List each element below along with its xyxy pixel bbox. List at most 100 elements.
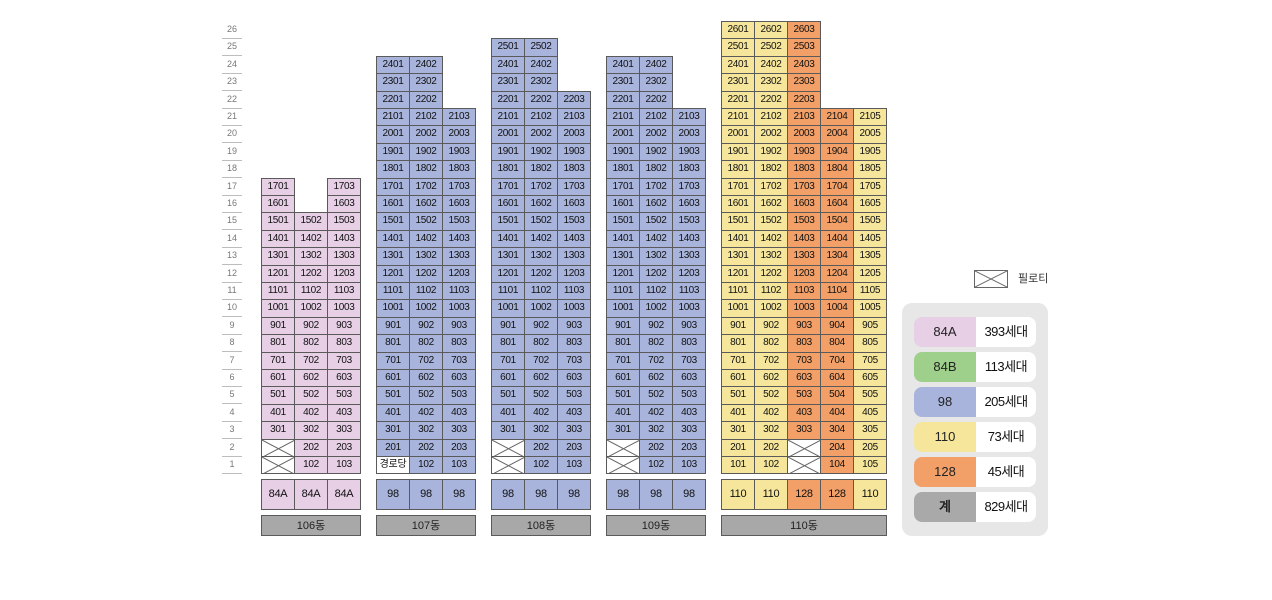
- unit-cell: 601: [491, 369, 525, 388]
- unit-cell: 1402: [639, 229, 673, 249]
- unit-cell: 503: [557, 386, 591, 405]
- unit-cell: 801: [261, 334, 295, 353]
- unit-cell: 401: [491, 403, 525, 423]
- unit-cell: 2003: [442, 125, 476, 144]
- unit-cell: 601: [606, 369, 640, 388]
- legend-row: 98 205세대: [914, 387, 1036, 417]
- unit-cell: 1402: [524, 229, 558, 249]
- unit-cell: 601: [376, 369, 410, 388]
- unit-cell: 103: [672, 456, 706, 475]
- unit-cell: 903: [787, 316, 821, 336]
- floor-label: 9: [222, 317, 242, 335]
- unit-cell: 1201: [606, 264, 640, 283]
- floor-label: 5: [222, 386, 242, 405]
- unit-cell: 1303: [442, 247, 476, 266]
- unit-cell: 602: [294, 369, 328, 388]
- unit-cell: 301: [491, 421, 525, 440]
- unit-cell: 1001: [606, 299, 640, 318]
- unit-cell: 1501: [261, 212, 295, 231]
- unit-cell: 501: [376, 386, 410, 405]
- unit-cell: 901: [261, 316, 295, 336]
- unit-type-cell: 110: [853, 479, 887, 510]
- unit-cell: 1601: [376, 195, 410, 214]
- unit-cell: 1703: [787, 177, 821, 196]
- unit-cell: 401: [376, 403, 410, 423]
- unit-cell: 1602: [409, 195, 443, 214]
- unit-cell: 2102: [754, 108, 788, 127]
- unit-cell: 1405: [853, 229, 887, 249]
- unit-cell: 1102: [639, 282, 673, 301]
- unit-cell: 2302: [409, 73, 443, 92]
- unit-cell: 1805: [853, 160, 887, 179]
- unit-cell: 1803: [787, 160, 821, 179]
- unit-cell: 2002: [639, 125, 673, 144]
- unit-cell: 1003: [787, 299, 821, 318]
- unit-cell: 902: [409, 316, 443, 336]
- unit-cell: 1505: [853, 212, 887, 231]
- unit-cell: 1203: [787, 264, 821, 283]
- unit-cell: 705: [853, 351, 887, 370]
- pilotis-cell: [606, 438, 640, 457]
- unit-cell: 1503: [327, 212, 361, 231]
- unit-cell: 402: [524, 403, 558, 423]
- unit-cell: 102: [754, 456, 788, 475]
- unit-cell: 1502: [754, 212, 788, 231]
- unit-cell: 1502: [294, 212, 328, 231]
- unit-cell: 103: [557, 456, 591, 475]
- unit-cell: 1102: [409, 282, 443, 301]
- unit-cell: 1903: [442, 142, 476, 162]
- unit-cell: 1701: [721, 177, 755, 196]
- unit-type-cell: 98: [639, 479, 673, 510]
- unit-cell: 1302: [754, 247, 788, 266]
- pilotis-cell: [606, 456, 640, 475]
- unit-cell: 2101: [376, 108, 410, 127]
- floor-label: 22: [222, 91, 242, 109]
- unit-cell: 2401: [376, 55, 410, 75]
- unit-cell: 2502: [524, 38, 558, 57]
- legend-unit-count: 829세대: [976, 492, 1036, 522]
- unit-cell: 702: [524, 351, 558, 370]
- unit-cell: 1003: [442, 299, 476, 318]
- unit-cell: 401: [261, 403, 295, 423]
- unit-cell: 2402: [409, 55, 443, 75]
- unit-cell: 403: [442, 403, 476, 423]
- legend-row: 128 45세대: [914, 457, 1036, 487]
- floor-label: 18: [222, 160, 242, 179]
- legend-unit-count: 393세대: [976, 317, 1036, 347]
- unit-cell: 1101: [606, 282, 640, 301]
- unit-cell: 1301: [721, 247, 755, 266]
- unit-cell: 1703: [327, 177, 361, 196]
- unit-cell: 604: [820, 369, 854, 388]
- unit-cell: 1401: [491, 229, 525, 249]
- unit-cell: 202: [754, 438, 788, 457]
- unit-cell: 305: [853, 421, 887, 440]
- unit-cell: 401: [606, 403, 640, 423]
- unit-cell: 802: [639, 334, 673, 353]
- unit-cell: 102: [409, 456, 443, 475]
- unit-type-cell: 98: [524, 479, 558, 510]
- pilotis-legend-label: 필로티: [1018, 273, 1049, 285]
- unit-cell: 202: [409, 438, 443, 457]
- unit-cell: 801: [606, 334, 640, 353]
- unit-cell: 1002: [524, 299, 558, 318]
- unit-cell: 2301: [376, 73, 410, 92]
- unit-cell: 1103: [557, 282, 591, 301]
- unit-cell: 1501: [491, 212, 525, 231]
- unit-cell: 204: [820, 438, 854, 457]
- unit-cell: 1403: [327, 229, 361, 249]
- unit-cell: 1803: [672, 160, 706, 179]
- unit-cell: 503: [442, 386, 476, 405]
- unit-cell: 1203: [672, 264, 706, 283]
- unit-cell: 502: [294, 386, 328, 405]
- building-name-label: 109동: [606, 515, 706, 536]
- unit-cell: 1702: [754, 177, 788, 196]
- unit-cell: 1402: [409, 229, 443, 249]
- unit-type-cell: 98: [409, 479, 443, 510]
- unit-cell: 1603: [787, 195, 821, 214]
- floor-label: 14: [222, 230, 242, 248]
- unit-type-cell: 98: [442, 479, 476, 510]
- unit-cell: 1301: [606, 247, 640, 266]
- unit-cell: 1201: [376, 264, 410, 283]
- unit-cell: 203: [442, 438, 476, 457]
- unit-cell: 2104: [820, 108, 854, 127]
